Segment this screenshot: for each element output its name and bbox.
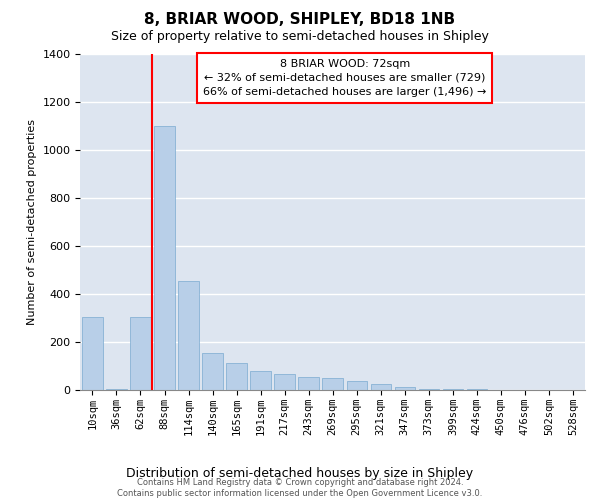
Bar — [274, 374, 295, 390]
Bar — [347, 382, 367, 390]
Text: 8, BRIAR WOOD, SHIPLEY, BD18 1NB: 8, BRIAR WOOD, SHIPLEY, BD18 1NB — [145, 12, 455, 28]
Text: Distribution of semi-detached houses by size in Shipley: Distribution of semi-detached houses by … — [127, 467, 473, 480]
Y-axis label: Number of semi-detached properties: Number of semi-detached properties — [27, 119, 37, 325]
Bar — [250, 370, 271, 390]
Text: Size of property relative to semi-detached houses in Shipley: Size of property relative to semi-detach… — [111, 30, 489, 43]
Bar — [130, 316, 151, 390]
Bar — [371, 384, 391, 390]
Text: Contains HM Land Registry data © Crown copyright and database right 2024.
Contai: Contains HM Land Registry data © Crown c… — [118, 478, 482, 498]
Bar — [154, 126, 175, 390]
Bar — [202, 352, 223, 390]
Text: 8 BRIAR WOOD: 72sqm
← 32% of semi-detached houses are smaller (729)
66% of semi-: 8 BRIAR WOOD: 72sqm ← 32% of semi-detach… — [203, 59, 487, 97]
Bar — [395, 386, 415, 390]
Bar — [298, 378, 319, 390]
Bar — [322, 378, 343, 390]
Bar — [82, 316, 103, 390]
Bar — [178, 280, 199, 390]
Bar — [443, 389, 463, 390]
Bar — [419, 389, 439, 390]
Bar — [226, 364, 247, 390]
